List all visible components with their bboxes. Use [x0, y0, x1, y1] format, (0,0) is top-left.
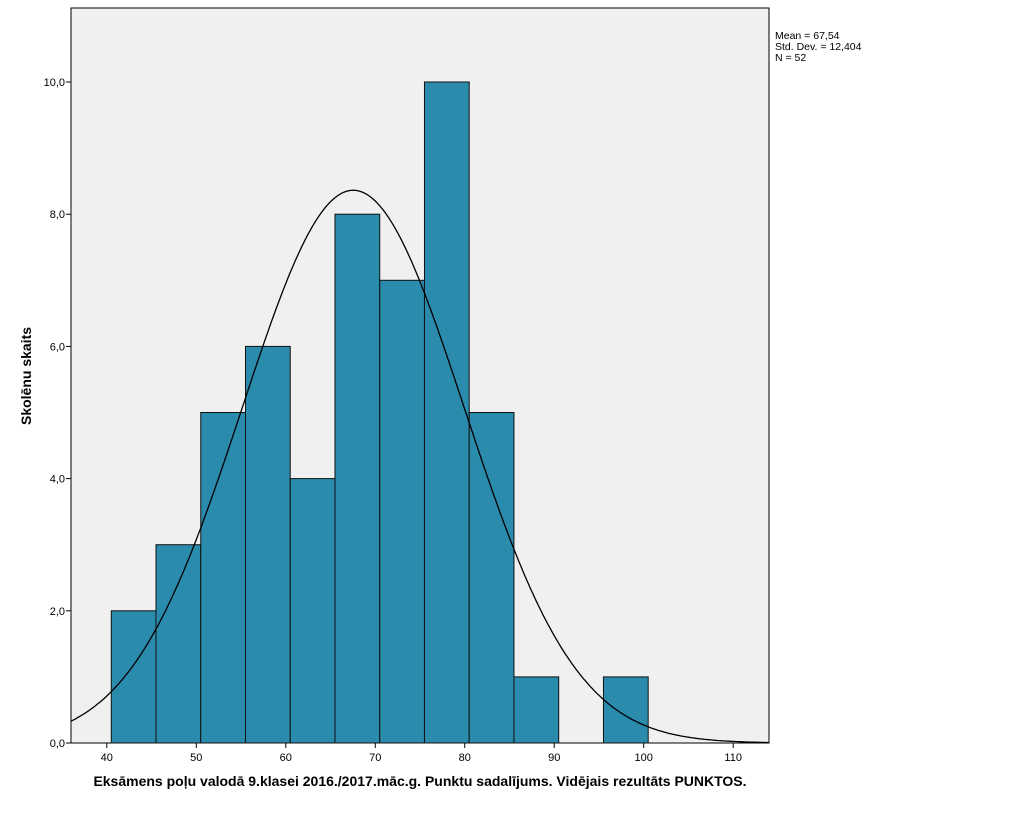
y-tick-label: 0,0: [50, 738, 65, 750]
x-tick-label: 80: [459, 752, 471, 764]
y-tick-label: 4,0: [50, 474, 65, 486]
y-axis-label: Skolēnu skaits: [18, 327, 34, 425]
x-tick-label: 60: [280, 752, 292, 764]
histogram-bar-7: [423, 81, 470, 744]
y-tick-label: 6,0: [50, 341, 65, 353]
x-tick-label: 50: [190, 752, 202, 764]
x-tick-label: 110: [724, 752, 742, 764]
histogram-bar-1: [155, 544, 202, 744]
y-tick-label: 2,0: [50, 606, 65, 618]
histogram-bar-8: [468, 412, 515, 744]
x-tick-label: 40: [101, 752, 113, 764]
x-axis-label: Eksāmens poļu valodā 9.klasei 2016./2017…: [93, 773, 746, 789]
y-tick-label: 8,0: [50, 209, 65, 221]
x-tick-label: 100: [635, 752, 653, 764]
stat-n: N = 52: [775, 52, 806, 64]
histogram-bar-2: [200, 412, 246, 744]
histogram-bar-4: [289, 478, 336, 744]
histogram-bar-3: [245, 345, 291, 744]
stat-mean: Mean = 67,54: [775, 30, 840, 42]
histogram-bar-6: [379, 279, 425, 744]
x-tick-label: 70: [369, 752, 381, 764]
stat-std-dev: Std. Dev. = 12,404: [775, 41, 862, 53]
x-tick-label: 90: [548, 752, 560, 764]
normal-curve: [70, 189, 769, 744]
histogram-bar-0: [110, 610, 157, 744]
y-tick-label: 10,0: [44, 77, 65, 89]
histogram-bar-5: [334, 213, 381, 744]
histogram-bar-11: [602, 676, 649, 744]
histogram-bar-9: [513, 676, 560, 744]
